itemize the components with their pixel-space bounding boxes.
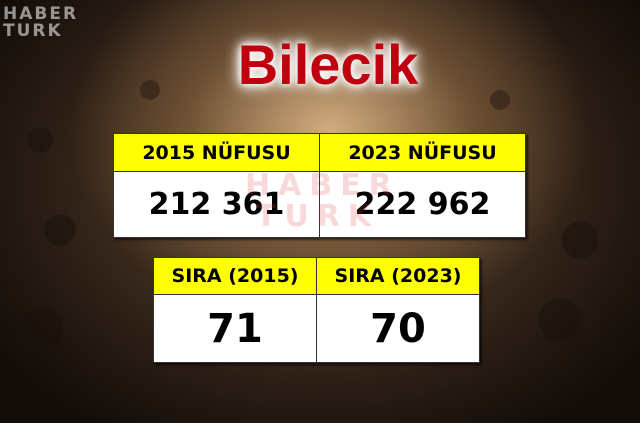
value-rank-2015: 71 <box>153 294 317 363</box>
population-table: 2015 NÜFUSU 2023 NÜFUSU 212 361 222 962 <box>113 133 526 238</box>
page-title: Bilecik <box>237 33 419 96</box>
value-2015-population: 212 361 <box>113 171 320 238</box>
haberturk-logo: HABER TURK <box>3 6 78 40</box>
logo-line-1: HABER <box>3 4 79 24</box>
logo-line-2: TURK <box>3 21 63 41</box>
value-rank-2023: 70 <box>316 294 480 363</box>
header-rank-2015: SIRA (2015) <box>153 257 317 295</box>
header-rank-2023: SIRA (2023) <box>316 257 480 295</box>
header-2015-population: 2015 NÜFUSU <box>113 133 320 172</box>
header-2023-population: 2023 NÜFUSU <box>319 133 526 172</box>
value-2023-population: 222 962 <box>319 171 526 238</box>
rank-table: SIRA (2015) SIRA (2023) 71 70 <box>153 257 480 363</box>
